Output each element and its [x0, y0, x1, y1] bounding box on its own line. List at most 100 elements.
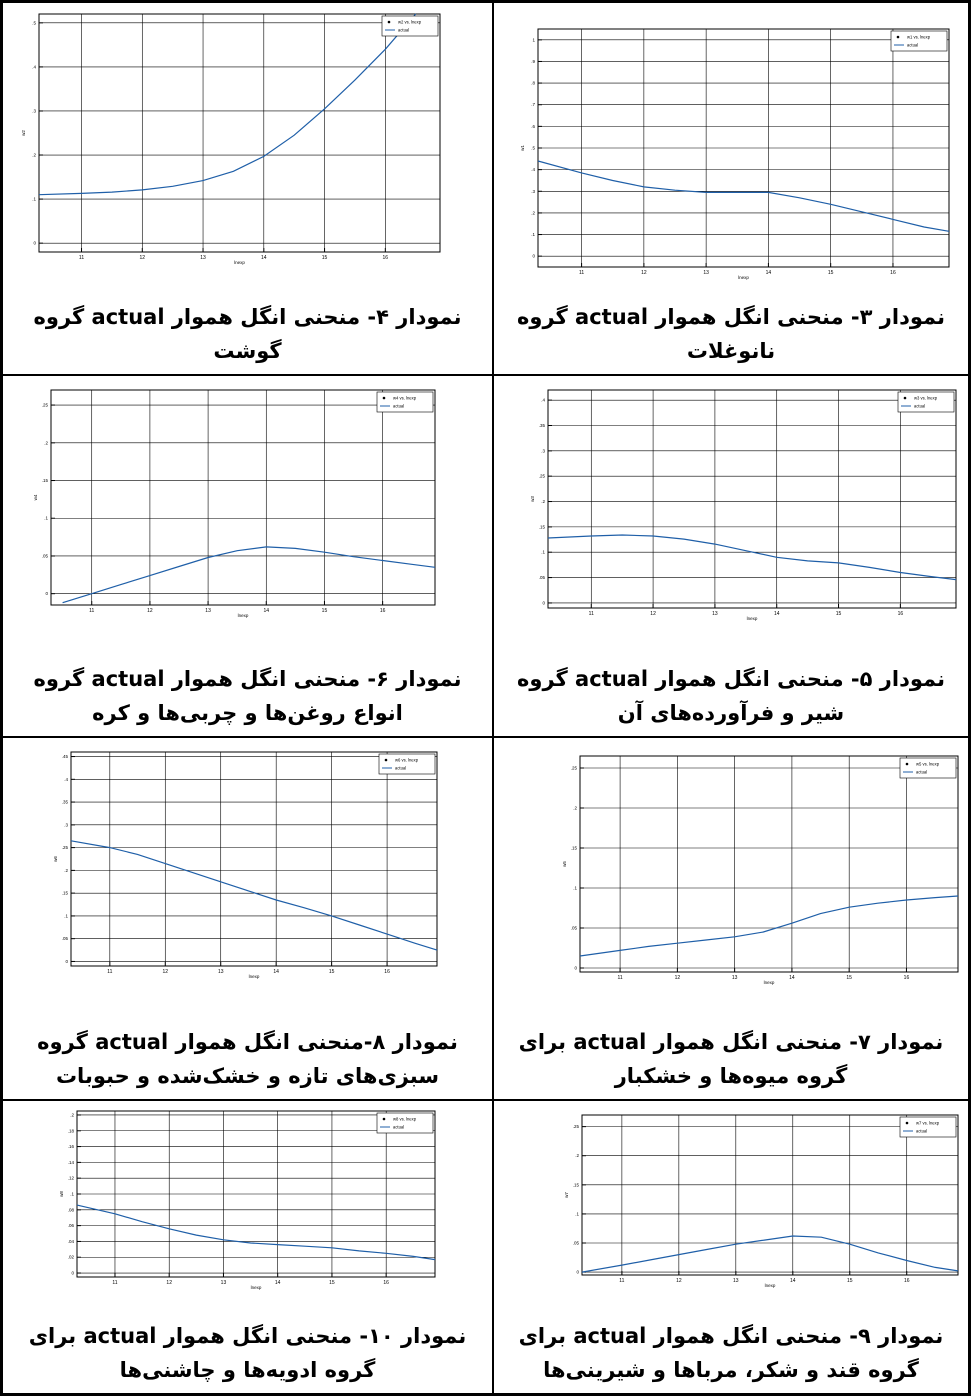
legend: w2 vs. lnexp actual — [381, 15, 439, 37]
legend-marker-dot — [903, 396, 907, 400]
plot-frame — [537, 28, 950, 268]
y-axis-label: w8 — [59, 1191, 64, 1197]
legend-box — [897, 391, 955, 413]
x-tick-label: 15 — [828, 270, 834, 276]
caption-chart-8: نمودار ۸-منحنی انگل هموار actual گروه سب… — [37, 1030, 458, 1088]
x-tick-label: 15 — [322, 255, 328, 261]
series-line-actual — [547, 534, 957, 581]
y-tick-label: .1 — [64, 913, 68, 918]
x-tick-label: 12 — [162, 969, 168, 975]
y-tick-label: .5 — [531, 146, 535, 151]
y-tick-label: .6 — [531, 124, 535, 129]
series-line-actual — [38, 13, 417, 196]
plot-frame — [38, 13, 441, 253]
legend-entry-data: w3 vs. lnexp — [914, 396, 938, 401]
x-tick-label: 11 — [79, 255, 84, 261]
x-tick-label: 14 — [774, 611, 780, 617]
x-tick-label: 12 — [140, 255, 146, 261]
legend-entry-actual: actual — [393, 404, 404, 409]
legend-box — [890, 30, 948, 52]
plot-frame — [581, 1114, 959, 1276]
plot-frame — [579, 755, 959, 973]
legend: w3 vs. lnexp actual — [897, 391, 955, 413]
y-tick-label: .4 — [541, 398, 545, 403]
legend: w6 vs. lnexp actual — [378, 753, 436, 775]
caption-chart-9: نمودار ۹- منحنی انگل هموار actual برای گ… — [518, 1324, 944, 1382]
y-axis-label: w2 — [21, 130, 26, 136]
y-tick-label: .3 — [32, 108, 36, 113]
y-tick-label: .45 — [62, 754, 69, 759]
chart-6: 11 12 13 14 15 16 0 .05 .1 .15 .2 .25 lnexp w4 w4 vs. … — [33, 389, 436, 618]
x-tick-label: 11 — [107, 969, 112, 975]
legend-entry-data: w5 vs. lnexp — [916, 762, 940, 767]
y-tick-label: 0 — [45, 591, 48, 596]
y-tick-label: .1 — [44, 516, 48, 521]
plot-background — [71, 752, 437, 966]
x-axis-label: lnexp — [251, 1285, 262, 1290]
y-tick-label: .2 — [70, 1112, 74, 1117]
x-tick-label: 11 — [619, 1278, 624, 1284]
x-tick-label: 15 — [329, 969, 335, 975]
x-tick-label: 15 — [322, 608, 328, 614]
legend-marker-dot — [905, 762, 909, 766]
x-tick-label: 16 — [898, 611, 904, 617]
caption-chart-6: نمودار ۶- منحنی انگل هموار actual گروه ا… — [33, 667, 462, 725]
cell-chart-3: 11 12 13 14 15 16 0 .1 .2 .3 .4 .5 .6 .7 .8 .9 1 lnexp w1 w… — [493, 2, 969, 375]
x-tick-label: 14 — [766, 270, 772, 276]
plot-area: 11 12 13 14 15 16 0 .02 .04 .06 .08 .1 .12 .14 .16 .18.… — [59, 1110, 436, 1290]
y-tick-label: .25 — [62, 845, 69, 850]
chart-8: 11 12 13 14 15 16 0 .05 .1 .15 .2 .25 .3 .35 .4 .45 lnex… — [53, 751, 438, 979]
x-axis-label: lnexp — [238, 613, 249, 618]
x-tick-label: 16 — [383, 255, 389, 261]
plot-background — [582, 1115, 958, 1275]
legend: w8 vs. lnexp actual — [376, 1112, 434, 1134]
y-tick-label: .15 — [539, 524, 546, 529]
chart-3: 11 12 13 14 15 16 0 .1 .2 .3 .4 .5 .6 .7 .8 .9 1 lnexp w1 w… — [520, 28, 950, 280]
plot-area: 11 12 13 14 15 16 0 .05 .1 .15 .2 .25 .3 .35 .4 lnexp w3 — [530, 389, 957, 621]
x-tick-label: 15 — [847, 1278, 853, 1284]
chart-10: 11 12 13 14 15 16 0 .02 .04 .06 .08 .1 .12 .14 .16 .18.… — [59, 1110, 436, 1290]
x-axis-label: lnexp — [765, 1283, 776, 1288]
x-tick-label: 16 — [904, 1278, 910, 1284]
x-tick-label: 14 — [261, 255, 267, 261]
y-tick-label: .35 — [539, 423, 546, 428]
y-axis-label: w6 — [53, 856, 58, 862]
x-tick-label: 16 — [384, 969, 390, 975]
caption-chart-5: نمودار ۵- منحنی انگل هموار actual گروه ش… — [517, 667, 945, 725]
y-tick-label: .1 — [70, 1192, 74, 1197]
caption-chart-4: نمودار ۴- منحنی انگل هموار actual گروه گ… — [33, 305, 462, 363]
y-tick-label: .2 — [575, 1153, 579, 1158]
x-tick-label: 13 — [218, 969, 224, 975]
y-tick-label: .1 — [32, 197, 36, 202]
x-tick-label: 11 — [617, 975, 622, 981]
y-tick-label: .06 — [68, 1223, 75, 1228]
y-axis-label: w5 — [562, 861, 567, 867]
legend-entry-data: w1 vs. lnexp — [907, 35, 931, 40]
cell-chart-5: 11 12 13 14 15 16 0 .05 .1 .15 .2 .25 .3 .35 .4 lnexp w3… — [493, 375, 969, 737]
plot-frame — [70, 751, 438, 967]
x-tick-label: 13 — [703, 270, 709, 276]
plot-area: 11 12 13 14 15 16 0 .05 .1 .15 .2 .25 lnexp w7 — [564, 1114, 959, 1288]
x-tick-label: 12 — [147, 608, 153, 614]
x-tick-label: 13 — [221, 1280, 227, 1286]
y-tick-label: .08 — [68, 1207, 75, 1212]
y-tick-label: .25 — [42, 403, 49, 408]
y-tick-label: .16 — [68, 1144, 75, 1149]
y-tick-label: .15 — [62, 891, 69, 896]
legend-box — [899, 757, 957, 779]
x-tick-label: 12 — [641, 270, 647, 276]
plot-frame — [50, 389, 436, 606]
y-tick-label: 0 — [574, 966, 577, 971]
chart-9: 11 12 13 14 15 16 0 .05 .1 .15 .2 .25 lnexp w7 w7 vs. … — [564, 1114, 959, 1288]
x-tick-label: 11 — [589, 611, 594, 617]
cell-chart-6: 11 12 13 14 15 16 0 .05 .1 .15 .2 .25 lnexp w4 w4 vs. … — [2, 375, 493, 737]
y-tick-label: .9 — [531, 59, 535, 64]
legend-entry-data: w7 vs. lnexp — [916, 1121, 940, 1126]
plot-area: 11 12 13 14 15 16 0 .05 .1 .15 .2 .25 lnexp w5 — [562, 755, 959, 985]
y-tick-label: .7 — [531, 102, 535, 107]
cell-chart-10: 11 12 13 14 15 16 0 .02 .04 .06 .08 .1 .12 .14 .16 .18.… — [2, 1100, 493, 1394]
x-axis-label: lnexp — [234, 260, 245, 265]
y-tick-label: .2 — [541, 499, 545, 504]
y-tick-label: .1 — [531, 232, 535, 237]
